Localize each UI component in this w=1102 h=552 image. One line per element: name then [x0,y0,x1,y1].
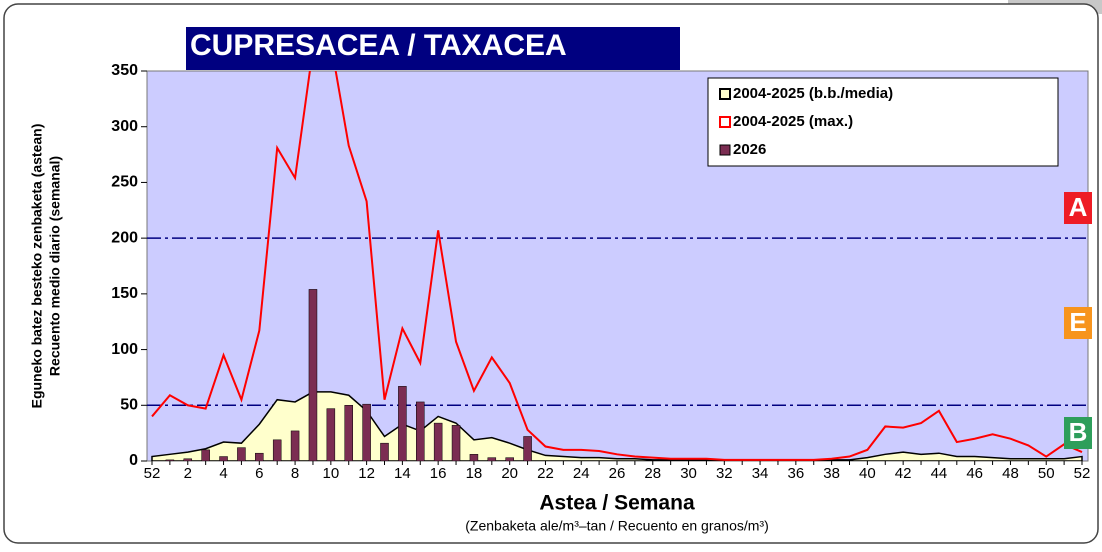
legend-swatch [719,116,731,128]
bar [344,405,353,461]
y-tick-label: 250 [111,174,138,191]
level-label: E [1069,307,1086,337]
x-tick-label: 20 [501,465,518,482]
x-tick-label: 6 [255,465,263,482]
x-tick-label: 34 [752,465,769,482]
y-tick-label: 100 [111,341,138,358]
legend-label: 2004-2025 (max.) [733,113,853,130]
x-tick-label: 14 [394,465,411,482]
bar [255,452,264,461]
bar [451,425,461,461]
level-box [1064,417,1092,449]
bar [201,449,210,461]
bar [416,401,425,461]
bar [487,457,497,461]
x-tick-label: 2 [184,465,192,482]
x-tick-label: 26 [609,465,626,482]
legend-label: 2026 [733,141,766,158]
bar [237,447,246,461]
x-tick-label: 48 [1002,465,1019,482]
y-tick-label: 200 [111,229,138,246]
y-tick-label: 300 [111,118,138,135]
x-tick-label: 18 [466,465,483,482]
x-tick-label: 38 [823,465,840,482]
bar [523,436,532,461]
level-label: B [1069,417,1088,447]
x-tick-label: 4 [219,465,227,482]
x-tick-label: 40 [859,465,876,482]
legend-swatch [719,88,731,100]
x-tick-label: 46 [966,465,983,482]
x-tick-label: 52 [1074,465,1091,482]
bar [308,289,318,461]
x-tick-label: 24 [573,465,590,482]
bar [290,430,300,461]
bar [326,408,336,461]
y-tick-label: 350 [111,62,138,79]
x-tick-label: 28 [644,465,661,482]
bar [505,457,514,461]
y-tick-label: 0 [129,452,138,469]
x-tick-label: 42 [895,465,912,482]
y-tick-label: 50 [120,397,138,414]
bar [433,422,443,461]
bar [219,456,228,461]
bar [398,386,407,461]
y-label: Eguneko batez besteko zenbaketa (astean) [29,124,45,409]
x-tick-label: 10 [323,465,340,482]
y-tick-label: 150 [111,285,138,302]
legend-label: 2004-2025 (b.b./media) [733,85,893,102]
bar [469,454,479,461]
x-tick-label: 22 [537,465,554,482]
title-box [186,27,680,70]
x-tick-label: 36 [788,465,805,482]
level-box [1064,192,1092,224]
bar [362,403,371,461]
x-tick-label: 12 [358,465,375,482]
x-tick-label: 32 [716,465,733,482]
x-tick-label: 50 [1038,465,1055,482]
legend-swatch [719,144,731,156]
x-tick-label: 8 [291,465,299,482]
subtitle: (Zenbaketa ale/m³–tan / Recuento en gran… [465,518,769,534]
x-tick-label: 30 [680,465,697,482]
x-tick-label: 44 [931,465,948,482]
chart-title: CUPRESACEA / TAXACEA [190,29,567,62]
bar [165,459,175,461]
level-label: A [1069,192,1088,222]
bar [380,442,389,461]
x-tick-label: 16 [430,465,447,482]
x-label: Astea / Semana [539,492,695,515]
bar [272,439,282,461]
level-box [1064,307,1092,339]
line [151,71,1083,461]
y-label: Recuento medio diario (semanal) [47,156,63,376]
x-tick-label: 52 [144,465,161,482]
legend [707,77,1059,167]
bar [183,458,193,461]
